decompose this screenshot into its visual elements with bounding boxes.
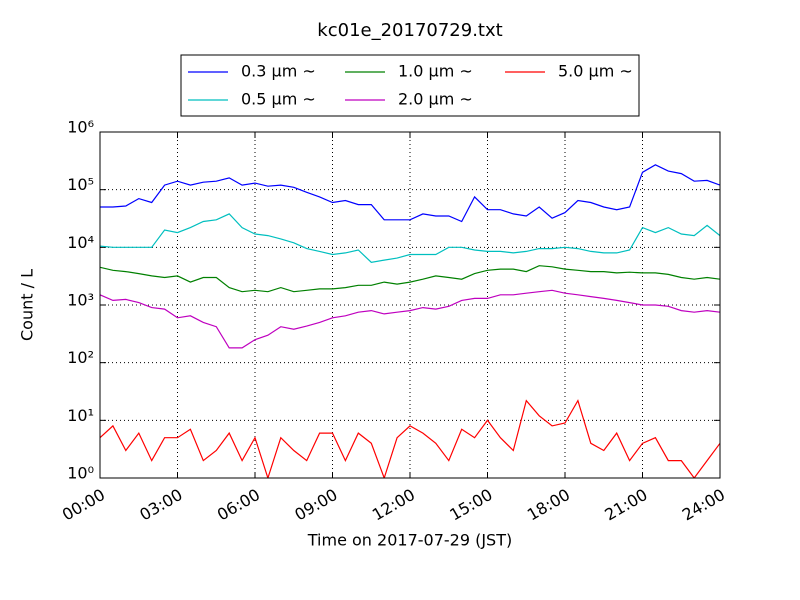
legend-box xyxy=(180,54,640,117)
series-line xyxy=(100,164,720,223)
y-tick-label: 10⁶ xyxy=(67,118,94,137)
y-tick-label: 10⁴ xyxy=(67,233,94,252)
chart-title: kc01e_20170729.txt xyxy=(317,20,502,41)
y-tick-label: 10⁵ xyxy=(67,175,94,194)
series-line xyxy=(100,265,720,293)
series-line xyxy=(100,399,720,478)
legend-label: 5.0 μm ~ xyxy=(558,62,633,81)
y-tick-label: 10⁰ xyxy=(67,464,94,483)
x-axis-label: Time on 2017-07-29 (JST) xyxy=(307,531,512,550)
y-tick-label: 10¹ xyxy=(67,406,94,425)
legend-label: 1.0 μm ~ xyxy=(398,62,473,81)
series-line xyxy=(100,213,720,263)
legend-label: 0.5 μm ~ xyxy=(241,90,316,109)
y-tick-label: 10³ xyxy=(67,291,94,310)
y-axis-label: Count / L xyxy=(18,269,37,341)
legend-label: 0.3 μm ~ xyxy=(241,62,316,81)
series-line xyxy=(100,289,720,349)
legend-label: 2.0 μm ~ xyxy=(398,90,473,109)
plot-frame xyxy=(99,131,721,479)
y-tick-label: 10² xyxy=(67,348,94,367)
